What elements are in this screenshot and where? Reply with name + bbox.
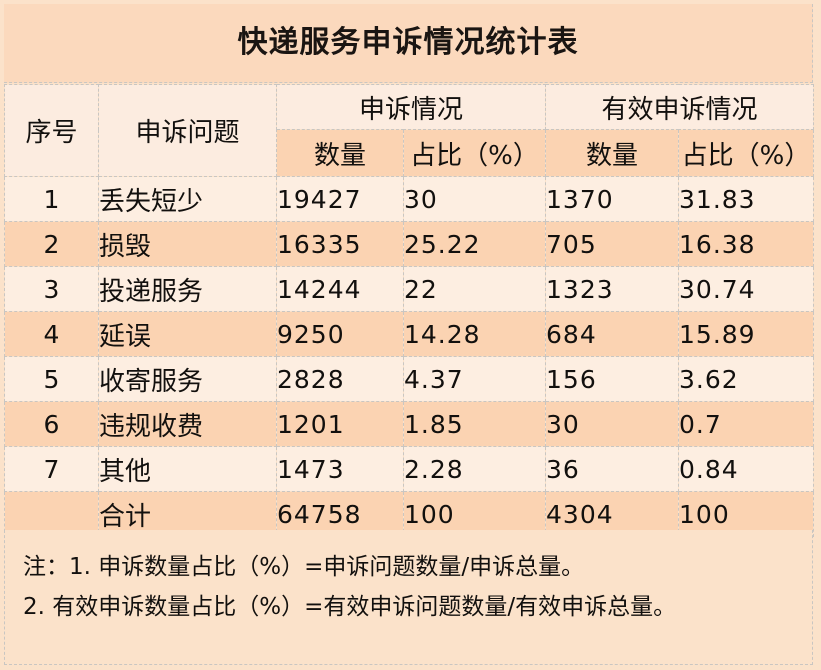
cell-valid-ratio: 0.7 [678, 401, 815, 447]
cell-count: 9250 [276, 311, 404, 357]
cell-issue: 丢失短少 [98, 176, 277, 222]
table-row: 5 收寄服务 2828 4.37 156 3.62 [4, 356, 815, 402]
cell-ratio: 1.85 [402, 401, 547, 447]
cell-valid-count: 684 [545, 311, 680, 357]
cell-issue: 投递服务 [98, 266, 277, 312]
cell-issue: 其他 [98, 446, 277, 492]
cell-count: 64758 [276, 491, 404, 537]
table-row: 4 延误 9250 14.28 684 15.89 [4, 311, 815, 357]
cell-issue: 延误 [98, 311, 277, 357]
cell-valid-ratio: 30.74 [678, 266, 815, 312]
table-row: 7 其他 1473 2.28 36 0.84 [4, 446, 815, 492]
cell-valid-count: 30 [545, 401, 680, 447]
cell-seq: 6 [4, 401, 99, 447]
cell-seq: 1 [4, 176, 99, 222]
column-group-valid-complaint: 有效申诉情况 [545, 84, 815, 130]
cell-valid-ratio: 31.83 [678, 176, 815, 222]
cell-count: 1473 [276, 446, 404, 492]
column-header-complaint-ratio: 占比（%） [402, 129, 547, 177]
column-header-complaint-count: 数量 [276, 129, 404, 177]
table-header: 序号 申诉问题 申诉情况 有效申诉情况 数量 占比（%） 数量 占比（%） [4, 84, 815, 177]
cell-ratio: 4.37 [402, 356, 547, 402]
cell-count: 19427 [276, 176, 404, 222]
cell-valid-count: 1370 [545, 176, 680, 222]
cell-seq: 4 [4, 311, 99, 357]
cell-valid-ratio: 16.38 [678, 221, 815, 267]
cell-ratio: 25.22 [402, 221, 547, 267]
footnote-line-2: 2. 有效申诉数量占比（%）=有效申诉问题数量/有效申诉总量。 [23, 593, 677, 620]
table-title-band: 快递服务申诉情况统计表 [4, 4, 813, 83]
cell-ratio: 30 [402, 176, 547, 222]
table-row: 1 丢失短少 19427 30 1370 31.83 [4, 176, 815, 222]
cell-valid-count: 156 [545, 356, 680, 402]
cell-seq: 2 [4, 221, 99, 267]
cell-valid-ratio: 0.84 [678, 446, 815, 492]
column-header-issue: 申诉问题 [98, 84, 277, 177]
cell-ratio: 2.28 [402, 446, 547, 492]
table-row: 2 损毁 16335 25.22 705 16.38 [4, 221, 815, 267]
cell-seq: 3 [4, 266, 99, 312]
complaint-statistics-table: 序号 申诉问题 申诉情况 有效申诉情况 数量 占比（%） 数量 占比（%） 1 … [4, 84, 815, 537]
cell-count: 16335 [276, 221, 404, 267]
footnote-line-1: 注：1. 申诉数量占比（%）=申诉问题数量/申诉总量。 [23, 554, 585, 580]
cell-valid-count: 36 [545, 446, 680, 492]
cell-issue: 损毁 [98, 221, 277, 267]
header-row-sub: 数量 占比（%） 数量 占比（%） [5, 129, 815, 177]
cell-valid-ratio: 15.89 [678, 311, 815, 357]
table-body: 1 丢失短少 19427 30 1370 31.83 2 损毁 16335 25… [4, 176, 815, 537]
cell-seq: 7 [4, 446, 99, 492]
column-header-valid-count: 数量 [545, 129, 680, 177]
cell-count: 2828 [276, 356, 404, 402]
column-group-complaint: 申诉情况 [275, 84, 547, 130]
cell-count: 14244 [276, 266, 404, 312]
cell-ratio: 100 [402, 491, 547, 537]
cell-count: 1201 [276, 401, 404, 447]
page-title: 快递服务申诉情况统计表 [237, 25, 579, 60]
column-header-valid-ratio: 占比（%） [678, 129, 815, 177]
cell-issue: 违规收费 [98, 401, 277, 447]
cell-valid-count: 1323 [545, 266, 680, 312]
cell-ratio: 22 [402, 266, 547, 312]
header-row-top: 序号 申诉问题 申诉情况 有效申诉情况 [4, 84, 815, 177]
cell-total-label: 合计 [98, 491, 277, 537]
cell-seq: 5 [4, 356, 99, 402]
cell-valid-count: 705 [545, 221, 680, 267]
cell-ratio: 14.28 [402, 311, 547, 357]
cell-valid-ratio: 3.62 [678, 356, 815, 402]
cell-issue: 收寄服务 [98, 356, 277, 402]
cell-valid-ratio: 100 [678, 491, 815, 537]
column-header-seq: 序号 [4, 84, 99, 177]
table-row: 6 违规收费 1201 1.85 30 0.7 [4, 401, 815, 447]
table-footnotes: 注：1. 申诉数量占比（%）=申诉问题数量/申诉总量。 2. 有效申诉数量占比（… [4, 530, 813, 665]
table-row: 3 投递服务 14244 22 1323 30.74 [4, 266, 815, 312]
